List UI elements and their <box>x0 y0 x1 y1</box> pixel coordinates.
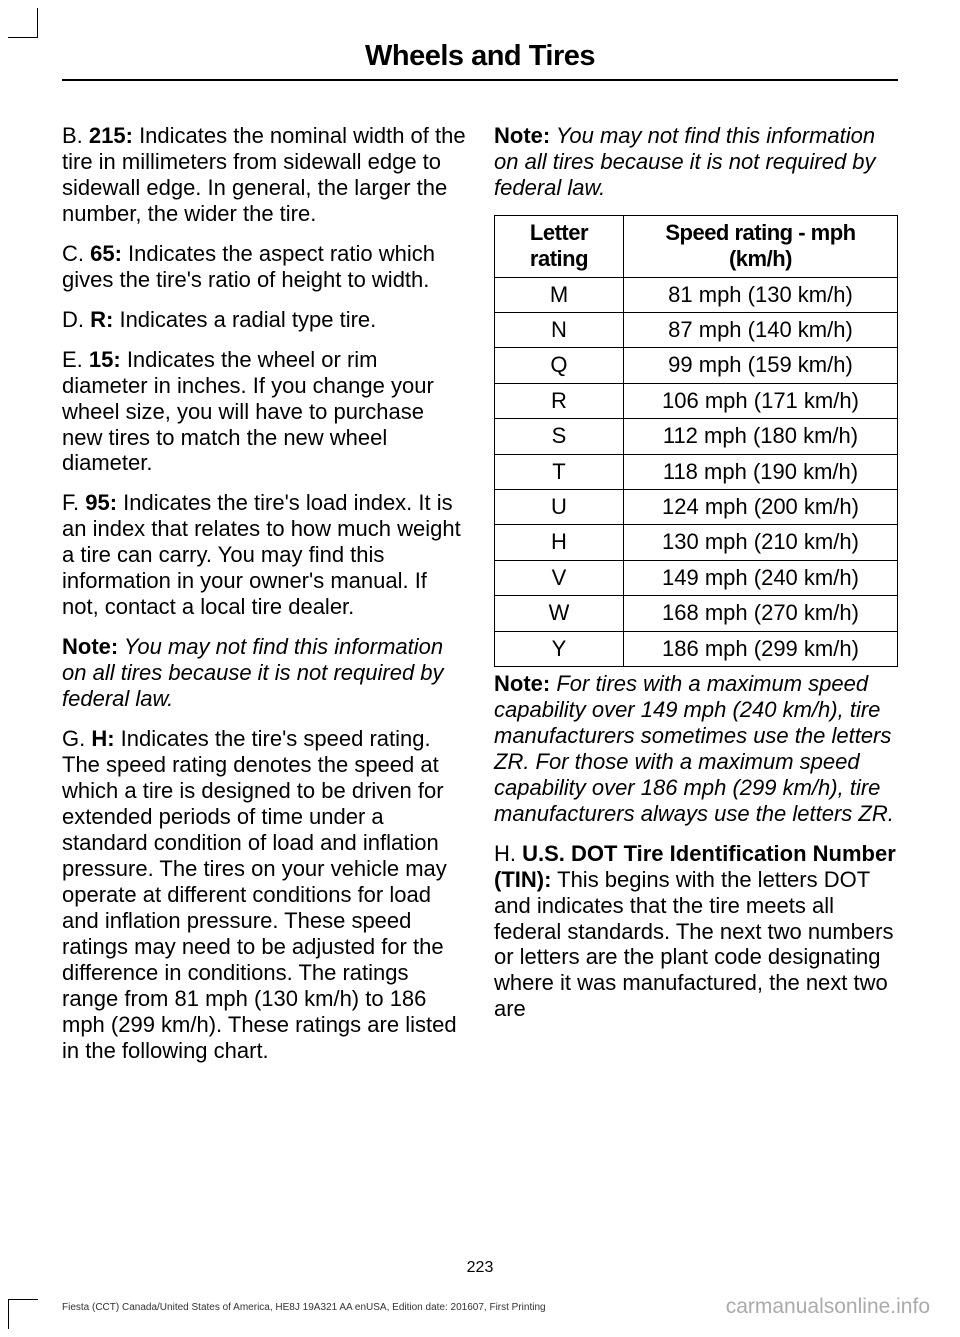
letter-cell: R <box>495 383 624 418</box>
para-prefix: C. <box>62 241 90 266</box>
note-text: For tires with a maximum speed capabilit… <box>494 671 894 826</box>
speed-cell: 99 mph (159 km/h) <box>623 348 897 383</box>
note-text: You may not find this information on all… <box>62 634 444 711</box>
table-row: V149 mph (240 km/h) <box>495 560 898 595</box>
note-para: Note: You may not find this information … <box>494 123 898 201</box>
table-row: Q99 mph (159 km/h) <box>495 348 898 383</box>
table-header: Speed rating - mph (km/h) <box>623 215 897 277</box>
para-text: Indicates a radial type tire. <box>113 307 376 332</box>
note-label: Note: <box>62 634 118 659</box>
letter-cell: T <box>495 454 624 489</box>
para-bold: 95: <box>85 490 117 515</box>
crop-mark <box>8 1299 38 1329</box>
footer-edition: Fiesta (CCT) Canada/United States of Ame… <box>62 1302 546 1313</box>
table-row: N87 mph (140 km/h) <box>495 313 898 348</box>
para-prefix: H. <box>494 841 522 866</box>
letter-cell: H <box>495 525 624 560</box>
para-prefix: D. <box>62 307 90 332</box>
speed-cell: 130 mph (210 km/h) <box>623 525 897 560</box>
table-row: H130 mph (210 km/h) <box>495 525 898 560</box>
speed-cell: 124 mph (200 km/h) <box>623 489 897 524</box>
speed-cell: 81 mph (130 km/h) <box>623 277 897 312</box>
para-d: D. R: Indicates a radial type tire. <box>62 307 466 333</box>
table-row: Y186 mph (299 km/h) <box>495 631 898 666</box>
speed-cell: 149 mph (240 km/h) <box>623 560 897 595</box>
header-rule <box>62 79 898 81</box>
note-label: Note: <box>494 123 550 148</box>
footer-watermark: carmanualsonline.info <box>726 1295 930 1319</box>
letter-cell: S <box>495 419 624 454</box>
para-h: H. U.S. DOT Tire Identification Number (… <box>494 841 898 1023</box>
page-number: 223 <box>0 1259 960 1277</box>
para-b: B. 215: Indicates the nominal width of t… <box>62 123 466 227</box>
speed-cell: 106 mph (171 km/h) <box>623 383 897 418</box>
para-bold: 65: <box>90 241 122 266</box>
para-prefix: B. <box>62 123 89 148</box>
para-bold: R: <box>90 307 113 332</box>
crop-mark <box>8 8 38 38</box>
letter-cell: Q <box>495 348 624 383</box>
para-c: C. 65: Indicates the aspect ratio which … <box>62 241 466 293</box>
para-text: Indicates the tire's load index. It is a… <box>62 490 461 619</box>
note-para: Note: For tires with a maximum speed cap… <box>494 671 898 827</box>
table-row: S112 mph (180 km/h) <box>495 419 898 454</box>
para-bold: H: <box>91 726 114 751</box>
note-text: You may not find this information on all… <box>494 123 876 200</box>
letter-cell: V <box>495 560 624 595</box>
para-prefix: F. <box>62 490 85 515</box>
letter-cell: N <box>495 313 624 348</box>
table-row: U124 mph (200 km/h) <box>495 489 898 524</box>
speed-cell: 118 mph (190 km/h) <box>623 454 897 489</box>
page-content: Wheels and Tires B. 215: Indicates the n… <box>0 0 960 1077</box>
para-bold: 15: <box>89 347 121 372</box>
table-header-row: Letter rating Speed rating - mph (km/h) <box>495 215 898 277</box>
para-g: G. H: Indicates the tire's speed rating.… <box>62 726 466 1063</box>
speed-cell: 112 mph (180 km/h) <box>623 419 897 454</box>
speed-cell: 186 mph (299 km/h) <box>623 631 897 666</box>
para-prefix: G. <box>62 726 91 751</box>
two-column-layout: B. 215: Indicates the nominal width of t… <box>62 123 898 1077</box>
para-e: E. 15: Indicates the wheel or rim diamet… <box>62 347 466 477</box>
para-bold: 215: <box>89 123 133 148</box>
table-header: Letter rating <box>495 215 624 277</box>
table-row: R106 mph (171 km/h) <box>495 383 898 418</box>
table-row: M81 mph (130 km/h) <box>495 277 898 312</box>
letter-cell: Y <box>495 631 624 666</box>
para-text: This begins with the letters DOT and ind… <box>494 867 893 1022</box>
para-text: Indicates the tire's speed rating. The s… <box>62 726 457 1062</box>
para-prefix: E. <box>62 347 89 372</box>
para-f: F. 95: Indicates the tire's load index. … <box>62 490 466 620</box>
letter-cell: W <box>495 596 624 631</box>
right-column: Note: You may not find this information … <box>494 123 898 1077</box>
page-title: Wheels and Tires <box>62 40 898 73</box>
left-column: B. 215: Indicates the nominal width of t… <box>62 123 466 1077</box>
note-para: Note: You may not find this information … <box>62 634 466 712</box>
speed-cell: 87 mph (140 km/h) <box>623 313 897 348</box>
table-row: T118 mph (190 km/h) <box>495 454 898 489</box>
letter-cell: U <box>495 489 624 524</box>
speed-rating-table: Letter rating Speed rating - mph (km/h) … <box>494 215 898 667</box>
speed-cell: 168 mph (270 km/h) <box>623 596 897 631</box>
table-row: W168 mph (270 km/h) <box>495 596 898 631</box>
note-label: Note: <box>494 671 550 696</box>
letter-cell: M <box>495 277 624 312</box>
